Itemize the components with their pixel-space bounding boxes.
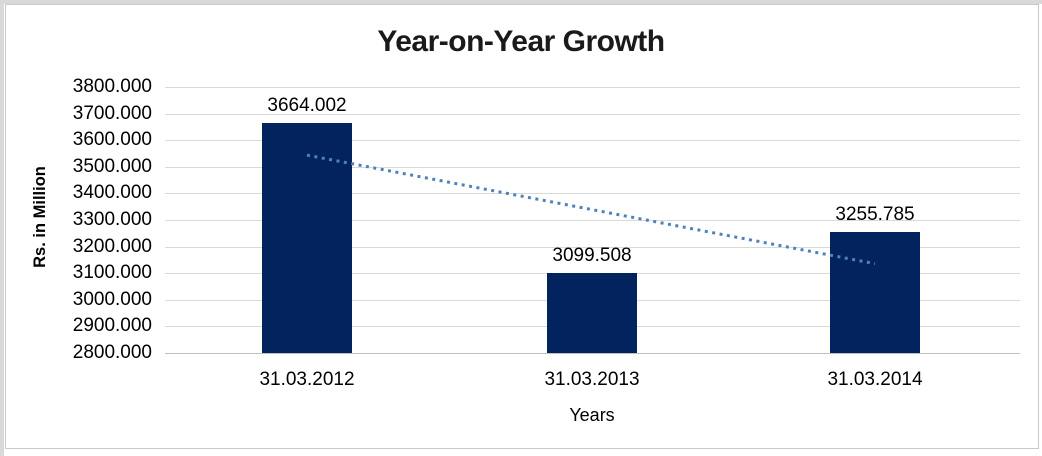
y-tick-label: 2900.000 [72,315,152,337]
category-label: 31.03.2013 [544,369,640,390]
category-label: 31.03.2012 [259,369,355,390]
window-edge-top [0,0,1042,4]
y-tick-label: 2800.000 [72,342,152,363]
gridline [165,140,1020,142]
x-axis-line [165,353,1020,354]
y-tick-label: 3300.000 [72,209,152,230]
gridline [165,166,1020,168]
y-tick-label: 3100.000 [72,262,152,284]
y-tick-label: 3000.000 [72,288,152,310]
window-edge-left [0,0,4,456]
category-label: 31.03.2014 [827,369,923,390]
y-tick-label: 3800.000 [72,76,152,97]
plot-area [165,87,1020,354]
y-axis-title: Rs. in Million [31,166,49,268]
trendline [306,153,876,266]
gridline [165,113,1020,115]
y-tick-label: 3700.000 [72,102,152,124]
gridline [165,87,1020,88]
data-label: 3099.508 [552,245,632,267]
y-tick-label: 3400.000 [72,182,152,204]
bar-31.03.2014 [830,231,920,353]
y-tick-label: 3200.000 [72,235,152,257]
x-axis-title: Years [569,405,615,425]
y-tick-label: 3600.000 [72,129,152,151]
data-label: 3664.002 [267,95,347,117]
gridline [165,246,1020,248]
y-tick-label: 3500.000 [72,155,152,177]
chart-frame [5,4,1039,449]
gridline [165,193,1020,195]
chart-title: Year-on-Year Growth [377,25,665,58]
bar-31.03.2013 [547,273,637,353]
gridline [165,220,1020,221]
data-label: 3255.785 [835,203,915,225]
